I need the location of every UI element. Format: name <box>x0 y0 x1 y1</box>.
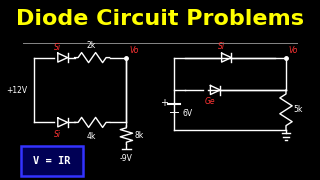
Text: Ge: Ge <box>205 97 216 106</box>
Text: 6V: 6V <box>182 109 193 118</box>
Text: Vo: Vo <box>129 46 139 55</box>
FancyBboxPatch shape <box>21 146 83 176</box>
Text: Vo: Vo <box>289 46 298 55</box>
Text: V = IR: V = IR <box>34 156 71 166</box>
Text: Si: Si <box>218 42 225 51</box>
Text: +12V: +12V <box>6 86 27 94</box>
Text: Si: Si <box>54 43 61 52</box>
Text: Diode Circuit Problems: Diode Circuit Problems <box>16 9 304 29</box>
Text: 8k: 8k <box>134 130 143 140</box>
Text: +: + <box>160 98 168 108</box>
Text: 5k: 5k <box>293 105 302 114</box>
Text: -9V: -9V <box>120 154 133 163</box>
Text: Si: Si <box>54 130 61 139</box>
Text: 4k: 4k <box>87 132 96 141</box>
Text: 2k: 2k <box>87 40 96 50</box>
